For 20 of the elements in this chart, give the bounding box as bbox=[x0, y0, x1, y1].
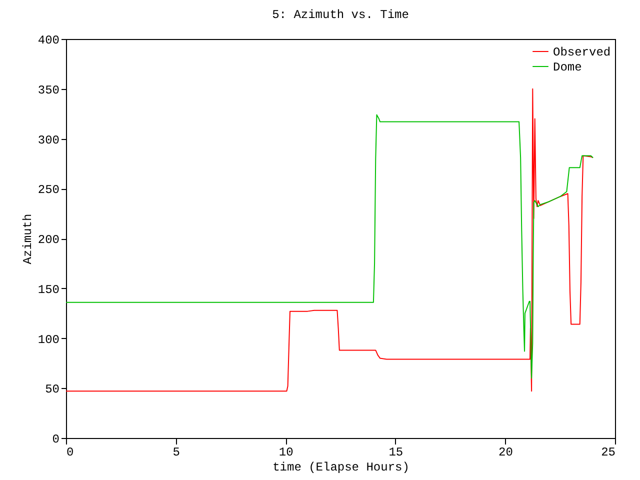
x-tick-label: 25 bbox=[601, 446, 616, 460]
y-tick-label: 50 bbox=[45, 382, 60, 397]
chart-title: 5: Azimuth vs. Time bbox=[272, 8, 409, 22]
y-tick-label: 400 bbox=[38, 34, 60, 48]
x-tick-label: 10 bbox=[278, 446, 294, 460]
legend-label: Dome bbox=[553, 60, 582, 74]
x-tick-label: 20 bbox=[498, 446, 513, 460]
y-tick-label: 300 bbox=[38, 133, 60, 148]
y-axis-title: Azimuth bbox=[20, 214, 35, 264]
x-tick-label: 0 bbox=[66, 446, 74, 460]
x-tick-label: 15 bbox=[388, 446, 404, 460]
x-axis-title: time (Elapse Hours) bbox=[272, 460, 410, 474]
y-tick-label: 250 bbox=[38, 183, 60, 198]
x-tick-label: 5 bbox=[172, 446, 180, 460]
y-tick-label: 0 bbox=[52, 432, 60, 446]
y-tick-label: 150 bbox=[38, 282, 60, 297]
legend-label: Observed bbox=[553, 46, 611, 60]
y-tick-label: 350 bbox=[38, 83, 60, 98]
y-tick-label: 200 bbox=[38, 233, 60, 247]
y-tick-label: 100 bbox=[38, 332, 60, 347]
